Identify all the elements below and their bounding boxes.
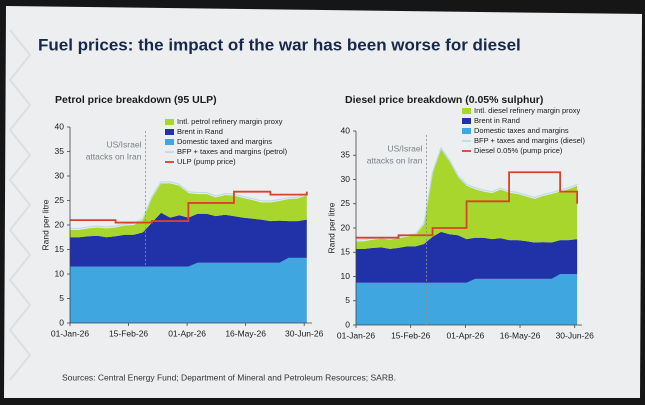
legend-label: Domestic taxed and margins bbox=[177, 137, 272, 146]
area-series bbox=[356, 274, 578, 325]
y-axis-label: Rand per litre bbox=[40, 199, 50, 250]
x-tick-label: 01-Jan-26 bbox=[51, 328, 90, 338]
legend-swatch bbox=[165, 129, 174, 135]
area-series bbox=[70, 212, 307, 267]
y-tick-label: 40 bbox=[341, 125, 351, 135]
legend-label: Intl. petrol refinery margin proxy bbox=[177, 117, 283, 126]
area-series bbox=[70, 257, 307, 323]
x-tick-label: 16-May-26 bbox=[225, 328, 266, 338]
x-tick-label: 15-Feb-26 bbox=[109, 328, 148, 338]
chart-title: Petrol price breakdown (95 ULP) bbox=[55, 94, 217, 106]
y-tick-label: 20 bbox=[341, 222, 351, 232]
y-axis-label: Rand per litre bbox=[326, 202, 336, 253]
legend-label: BFP + taxes and margins (petrol) bbox=[177, 147, 288, 156]
slide-title: Fuel prices: the impact of the war has b… bbox=[38, 35, 521, 54]
legend-swatch bbox=[165, 139, 174, 145]
y-tick-label: 5 bbox=[59, 293, 64, 303]
y-tick-label: 35 bbox=[55, 146, 65, 156]
area-series bbox=[356, 231, 578, 283]
legend-swatch bbox=[462, 128, 471, 134]
y-tick-label: 25 bbox=[341, 198, 351, 208]
y-tick-label: 30 bbox=[341, 174, 351, 184]
legend-label: Diesel 0.05% (pump price) bbox=[474, 146, 563, 155]
y-tick-label: 35 bbox=[341, 150, 351, 160]
legend-label: BFP + taxes and margins (diesel) bbox=[474, 136, 585, 145]
y-tick-label: 10 bbox=[341, 271, 351, 281]
decoration bbox=[8, 29, 32, 381]
x-tick-label: 01-Apr-26 bbox=[446, 330, 484, 340]
annotation: attacks on Iran bbox=[367, 155, 423, 165]
annotation: US/Israel bbox=[388, 143, 423, 153]
legend-label: Intl. diesel refinery margin proxy bbox=[474, 106, 581, 115]
legend-swatch bbox=[165, 119, 174, 125]
y-tick-label: 40 bbox=[55, 121, 65, 131]
y-tick-label: 10 bbox=[55, 268, 65, 278]
y-tick-label: 15 bbox=[341, 247, 351, 257]
y-tick-label: 5 bbox=[345, 295, 350, 305]
x-tick-label: 16-May-26 bbox=[500, 330, 541, 340]
legend-label: Brent in Rand bbox=[177, 127, 223, 136]
y-tick-label: 30 bbox=[55, 170, 65, 180]
legend-swatch bbox=[462, 118, 471, 124]
y-tick-label: 0 bbox=[59, 317, 64, 327]
step-line bbox=[356, 171, 579, 239]
y-tick-label: 0 bbox=[345, 319, 350, 329]
x-tick-label: 01-Apr-26 bbox=[168, 328, 206, 338]
legend-label: Brent in Rand bbox=[474, 116, 520, 125]
x-tick-label: 01-Jan-26 bbox=[337, 330, 376, 340]
y-tick-label: 15 bbox=[55, 244, 65, 254]
legend-label: Domestic taxes and margins bbox=[474, 126, 569, 135]
annotation: US/Israel bbox=[106, 139, 141, 149]
annotation: attacks on Iran bbox=[86, 151, 142, 161]
x-tick-label: 30-Jun-26 bbox=[556, 330, 595, 340]
y-tick-label: 20 bbox=[55, 219, 65, 229]
line-series bbox=[70, 181, 308, 230]
x-tick-label: 30-Jun-26 bbox=[285, 328, 324, 338]
area-series bbox=[356, 149, 578, 249]
source-note: Sources: Central Energy Fund; Department… bbox=[62, 372, 396, 382]
legend-swatch bbox=[462, 108, 471, 114]
legend-label: ULP (pump price) bbox=[177, 157, 236, 166]
x-tick-label: 15-Feb-26 bbox=[391, 330, 430, 340]
y-tick-label: 25 bbox=[55, 195, 65, 205]
chart-title: Diesel price breakdown (0.05% sulphur) bbox=[345, 94, 543, 106]
step-line bbox=[70, 190, 308, 224]
